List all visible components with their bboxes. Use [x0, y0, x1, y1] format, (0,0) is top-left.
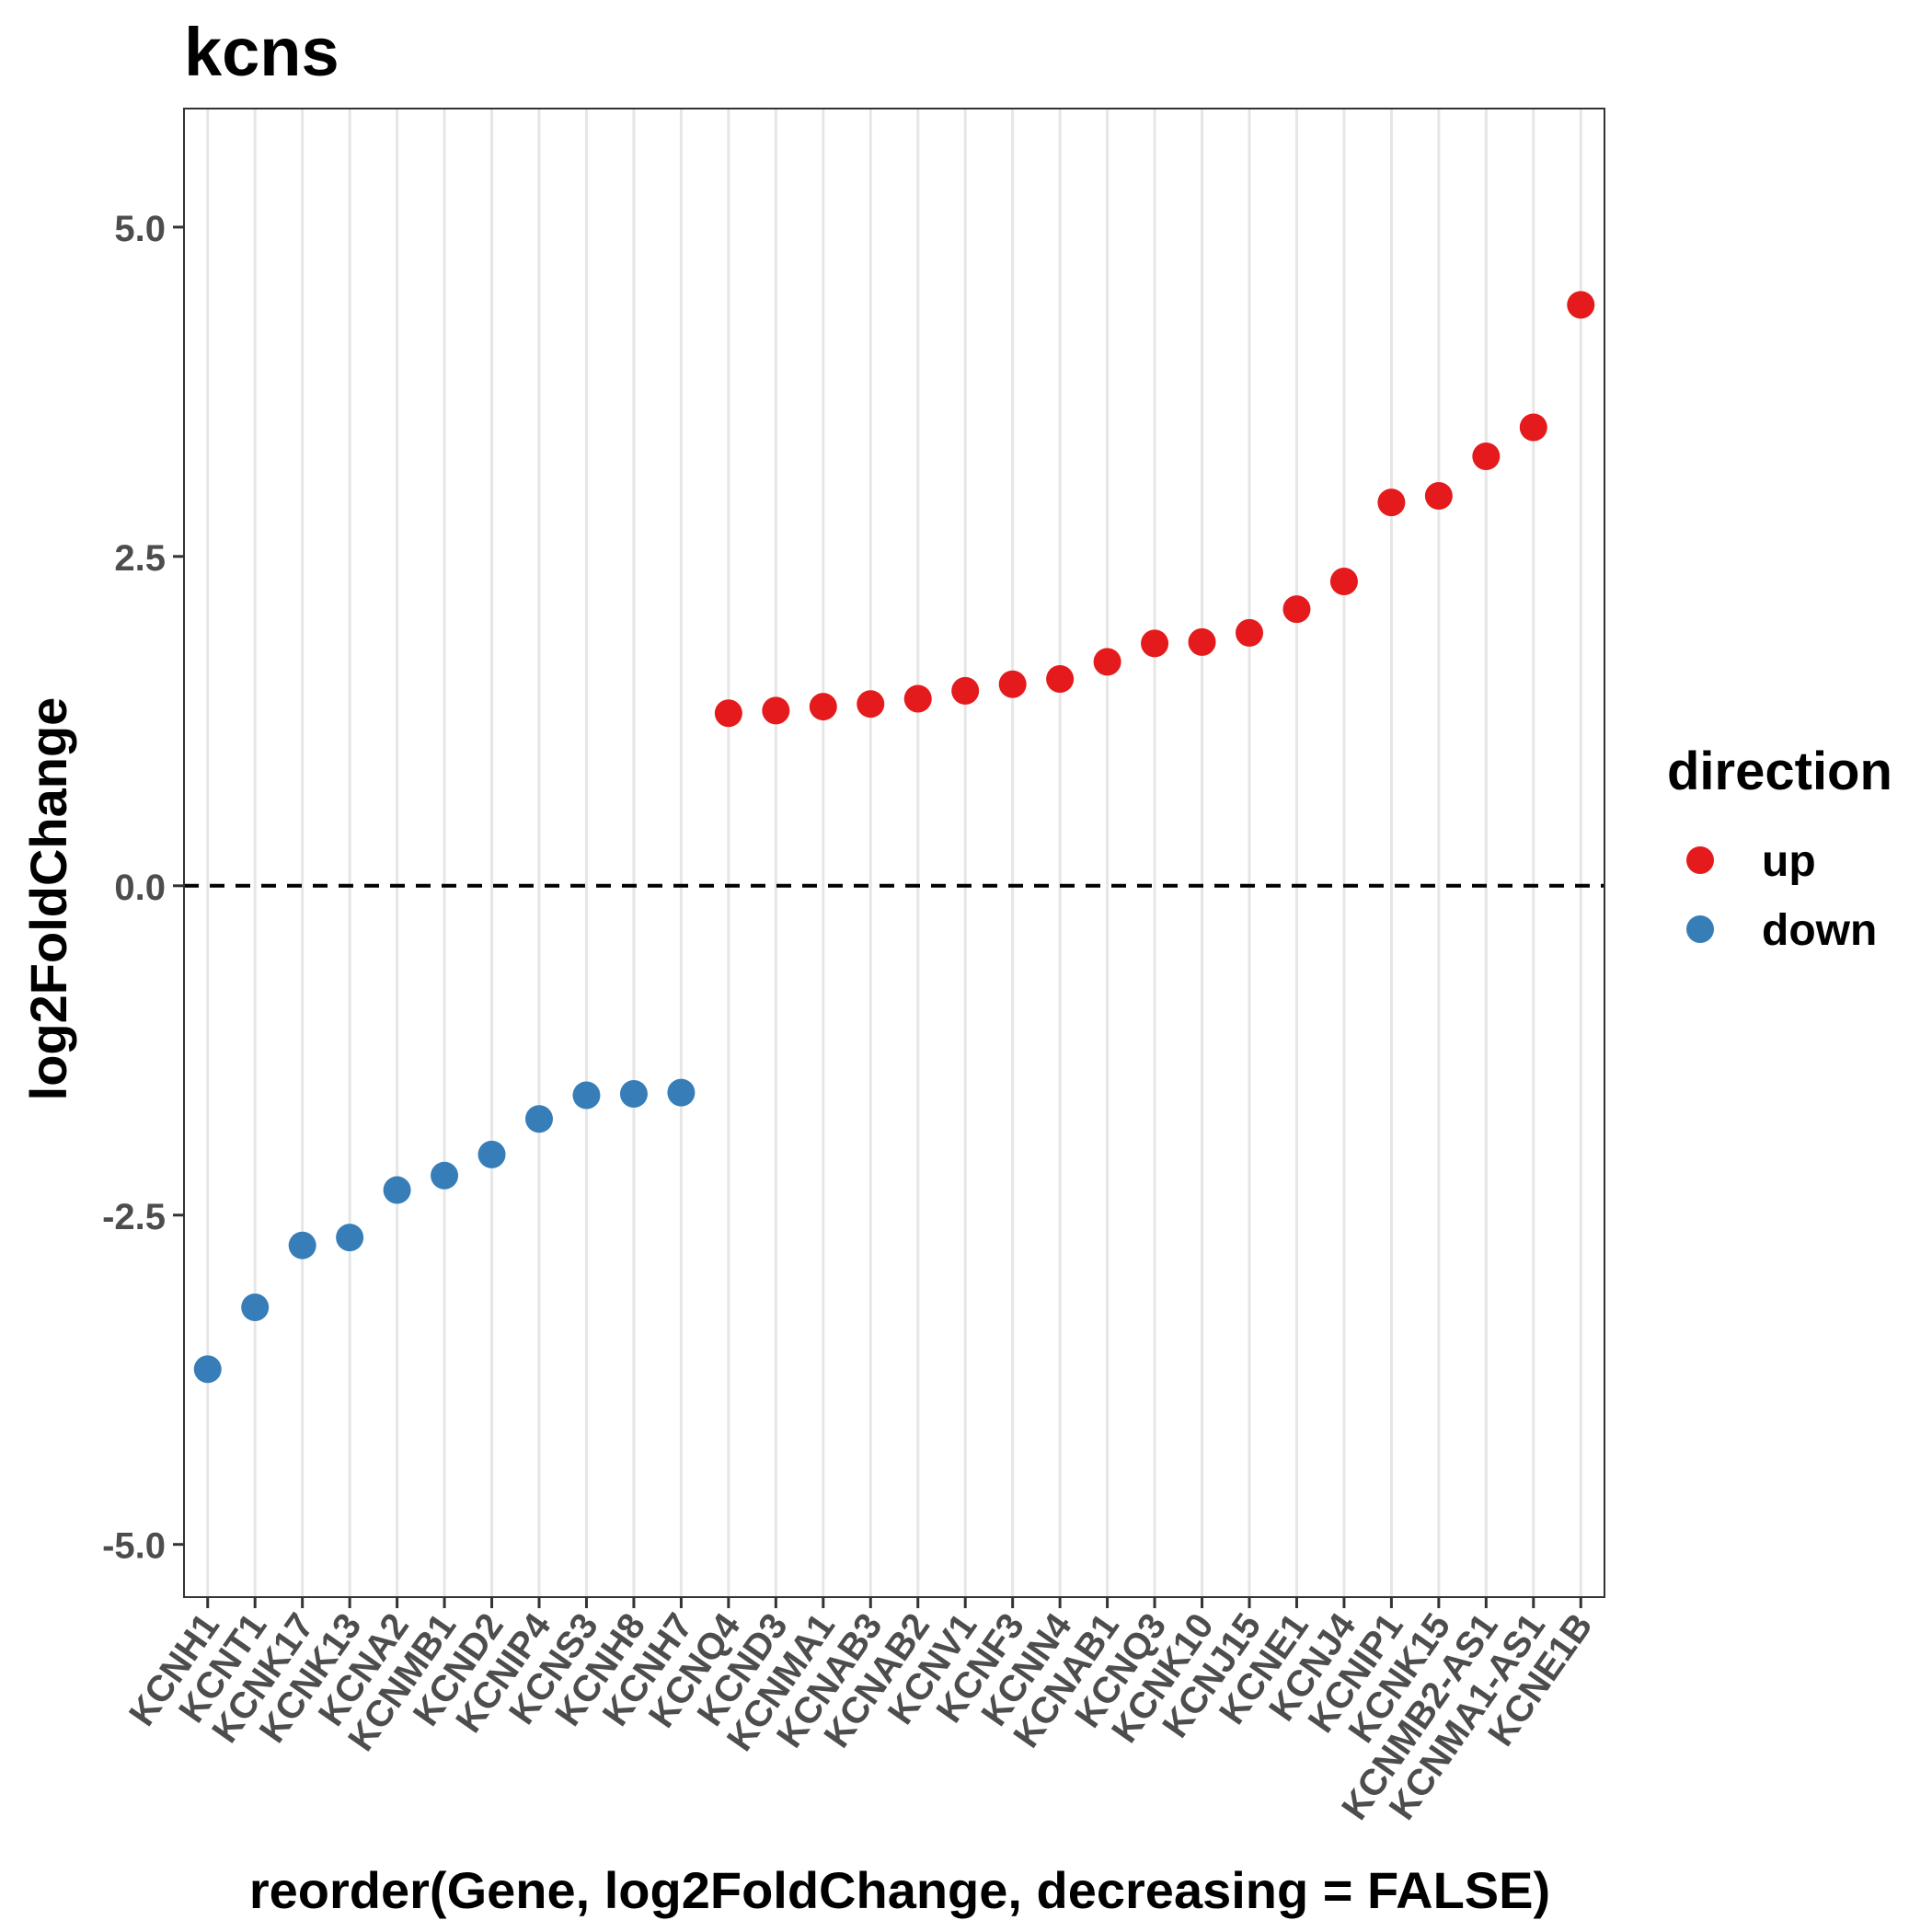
data-point-kcnab1: [1093, 648, 1121, 676]
data-point-kcnma1-as1: [1519, 413, 1547, 442]
y-tick-label: 0.0: [114, 868, 166, 908]
y-axis-title: log2FoldChange: [19, 697, 77, 1101]
data-point-kcnd2: [477, 1140, 506, 1168]
data-point-kcnk10: [1188, 627, 1216, 656]
x-axis-title: reorder(Gene, log2FoldChange, decreasing…: [249, 1861, 1550, 1919]
y-tick-label: -5.0: [102, 1526, 166, 1567]
y-tick-label: 2.5: [114, 538, 166, 579]
data-point-kcnk13: [336, 1224, 364, 1252]
legend-title: direction: [1667, 742, 1892, 801]
data-point-kcnip1: [1377, 489, 1406, 517]
chart-title: kcns: [184, 14, 339, 90]
data-point-kcnj4: [1329, 568, 1358, 596]
legend-label-down: down: [1762, 906, 1877, 955]
grid-lines: [206, 109, 1582, 1597]
data-point-kcns3: [572, 1081, 601, 1110]
panel-border: [183, 108, 1605, 1598]
legend-label-up: up: [1762, 837, 1816, 886]
data-point-kcnh1: [193, 1355, 222, 1384]
data-point-kcnab2: [903, 684, 932, 713]
y-tick-label: -2.5: [102, 1197, 166, 1237]
data-point-kcnip4: [525, 1105, 553, 1133]
data-point-kcnma1: [809, 693, 837, 721]
data-point-kcnt1: [241, 1293, 270, 1321]
data-point-kcnj15: [1236, 618, 1263, 647]
data-point-kcnq3: [1141, 629, 1169, 658]
data-point-kcne1: [1282, 595, 1311, 624]
x-axis: KCNH1KCNT1KCNK17KCNK13KCNA2KCNMB1KCND2KC…: [121, 1597, 1601, 1827]
legend-key-up: [1686, 846, 1714, 874]
data-points: [193, 291, 1595, 1384]
legend-key-down: [1686, 915, 1714, 943]
y-tick-label: 5.0: [114, 209, 166, 249]
data-point-kcnv1: [951, 676, 980, 705]
data-point-kcnmb1: [431, 1161, 459, 1190]
data-point-kcnk15: [1424, 481, 1453, 510]
data-point-kcnd3: [762, 696, 790, 725]
data-point-kcnf3: [998, 670, 1027, 698]
data-point-kcna2: [383, 1176, 411, 1204]
data-point-kcnmb2-as1: [1472, 443, 1501, 471]
data-point-kcnq4: [714, 699, 742, 728]
legend: direction up down: [1667, 742, 1892, 955]
data-point-kcnh8: [619, 1080, 648, 1109]
data-point-kcnk17: [288, 1231, 316, 1259]
data-point-kcne1b: [1567, 291, 1595, 319]
y-axis: -5.0 -2.5 0.0 2.5 5.0: [102, 209, 184, 1567]
data-point-kcnn4: [1046, 664, 1075, 693]
data-point-kcnab3: [857, 690, 885, 719]
data-point-kcnh7: [667, 1078, 696, 1107]
